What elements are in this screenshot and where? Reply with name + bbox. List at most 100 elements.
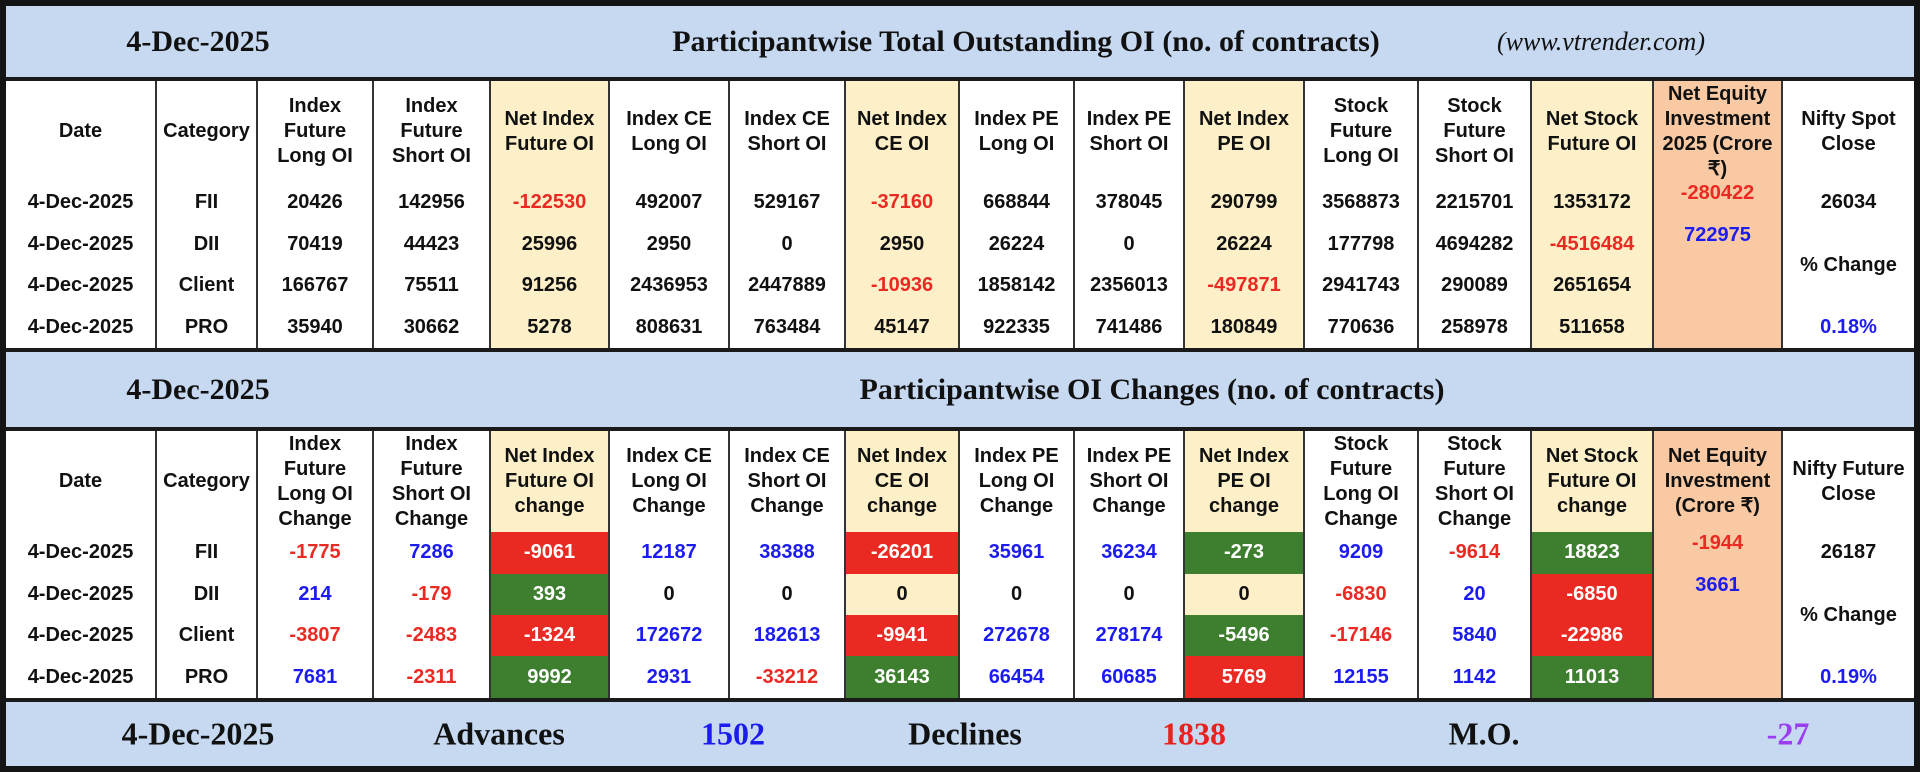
date: 4-Dec-2025 xyxy=(126,372,270,406)
value-cell: -5496 xyxy=(1183,615,1304,657)
title: Participantwise Total Outstanding OI (no… xyxy=(672,24,1380,58)
value-cell: 177798 xyxy=(1303,223,1418,266)
value-cell: 3568873 xyxy=(1303,182,1418,224)
value-cell: -6850 xyxy=(1530,573,1653,616)
value-cell: 378045 xyxy=(1073,182,1184,224)
value-cell: 91256 xyxy=(489,265,609,307)
value-cell: 214 xyxy=(256,573,373,616)
header-cell: Index PE Short OI xyxy=(1073,81,1184,183)
header-cell: Net Equity Investment 2025 (Crore ₹) xyxy=(1652,81,1782,183)
header-row: Date Category Index Future Long OI Change I… xyxy=(6,431,1914,533)
value-cell: -122530 xyxy=(489,182,609,224)
value-cell: -273 xyxy=(1183,532,1304,574)
value-cell: 70419 xyxy=(256,223,373,266)
value-cell: 0 xyxy=(1183,573,1304,616)
value-cell: 492007 xyxy=(608,182,729,224)
value-cell: 36143 xyxy=(844,656,959,698)
value-cell: -26201 xyxy=(844,532,959,574)
value-cell: 290089 xyxy=(1417,265,1531,307)
label-cell: PRO xyxy=(155,306,257,348)
label-cell: 4-Dec-2025 xyxy=(27,582,134,605)
advances: 1502 xyxy=(701,715,765,752)
data-row: 4-Dec-2025 DII 70419 44423 25996 2950 0 2950 262… xyxy=(6,223,1914,307)
header-cell: Index CE Short OI xyxy=(728,81,845,183)
nifty-change: 0.18% xyxy=(1781,306,1914,348)
value-cell: -6830 xyxy=(1303,573,1418,616)
label-cell: 4-Dec-2025 xyxy=(27,191,134,214)
footer: 4-Dec-2025 Advances 1502 Declines 1838 M… xyxy=(6,702,1914,766)
title-band: 4-Dec-2025 Participantwise Total Outstan… xyxy=(6,6,1914,77)
value-cell: 35940 xyxy=(256,306,373,348)
value-cell: 26224 xyxy=(958,223,1074,266)
value-cell: 2931 xyxy=(608,656,729,698)
value-cell: 278174 xyxy=(1073,615,1184,657)
label-cell: 4-Dec-2025 xyxy=(27,232,134,255)
value-cell: 290799 xyxy=(1183,182,1304,224)
value-cell: 1142 xyxy=(1417,656,1531,698)
date: 4-Dec-2025 xyxy=(121,715,275,752)
value-cell: 2950 xyxy=(844,223,959,266)
net-equity: -1944 xyxy=(1652,532,1782,574)
header-cell: Index Future Short OI Change xyxy=(372,431,490,533)
value-cell: 2941743 xyxy=(1303,265,1418,307)
data-row: 4-Dec-2025 Client -3807 -2483 -1324 172672 182… xyxy=(6,615,1914,698)
value-cell: 36234 xyxy=(1073,532,1184,574)
header-cell: Stock Future Short OI xyxy=(1417,81,1531,183)
value-cell: 2447889 xyxy=(728,265,845,307)
data-row: 4-Dec-2025 FII 20426 142956 -122530 492007 529… xyxy=(6,182,1914,224)
header-cell: Index PE Long OI xyxy=(958,81,1074,183)
header-row: Date Category Index Future Long OI Index Fu… xyxy=(6,81,1914,183)
label-cell: DII xyxy=(155,573,257,616)
value-cell: -2311 xyxy=(372,656,490,698)
net-equity-empty xyxy=(1652,265,1782,348)
value-cell: 0 xyxy=(1073,223,1184,266)
oi-table: Date Category Index Future Long OI Index Fu… xyxy=(6,81,1914,348)
header-cell: Net Stock Future OI change xyxy=(1530,431,1653,533)
data-row: 4-Dec-2025 FII -1775 7286 -9061 12187 38388 -26… xyxy=(6,532,1914,574)
header-cell: Stock Future Short OI Change xyxy=(1417,431,1531,533)
header-cell: Index PE Long OI Change xyxy=(958,431,1074,533)
header-cell: Nifty Spot Close xyxy=(1781,81,1914,183)
value-cell: 25996 xyxy=(489,223,609,266)
value-cell: -497871 xyxy=(1183,265,1304,307)
label: Declines xyxy=(908,715,1022,752)
value-cell: 66454 xyxy=(958,656,1074,698)
value-cell: 770636 xyxy=(1303,306,1418,348)
value-cell: 18823 xyxy=(1530,532,1653,574)
value-cell: -17146 xyxy=(1303,615,1418,657)
header-cell: Net Stock Future OI xyxy=(1530,81,1653,183)
value-cell: 7286 xyxy=(372,532,490,574)
value-cell: 2950 xyxy=(608,223,729,266)
declines: 1838 xyxy=(1162,715,1226,752)
value-cell: -9061 xyxy=(489,532,609,574)
net-equity: 3661 xyxy=(1652,573,1782,616)
separator xyxy=(6,348,1914,352)
value-cell: 808631 xyxy=(608,306,729,348)
source: (www.vtrender.com) xyxy=(1497,26,1705,56)
value-cell: 5278 xyxy=(489,306,609,348)
value-cell: 0 xyxy=(728,223,845,266)
label-cell: Client xyxy=(155,265,257,307)
header-cell: Index CE Short OI Change xyxy=(728,431,845,533)
value-cell: 12187 xyxy=(608,532,729,574)
separator xyxy=(6,698,1914,702)
header-cell: Net Index PE OI change xyxy=(1183,431,1304,533)
value-cell: 922335 xyxy=(958,306,1074,348)
value-cell: 0 xyxy=(1073,573,1184,616)
data-row: 4-Dec-2025 PRO 35940 30662 5278 808631 763484 4… xyxy=(6,306,1914,348)
header-cell: Index PE Short OI Change xyxy=(1073,431,1184,533)
value-cell: 12155 xyxy=(1303,656,1418,698)
header-cell: Stock Future Long OI Change xyxy=(1303,431,1418,533)
change-label: % Change xyxy=(1781,223,1914,307)
date: 4-Dec-2025 xyxy=(126,24,270,58)
label-cell: 4-Dec-2025 xyxy=(27,541,134,564)
value-cell: 35961 xyxy=(958,532,1074,574)
header-cell: Category xyxy=(155,431,257,533)
value-cell: 258978 xyxy=(1417,306,1531,348)
oi-change-table: Date Category Index Future Long OI Change I… xyxy=(6,431,1914,698)
value-cell: 741486 xyxy=(1073,306,1184,348)
value-cell: 75511 xyxy=(372,265,490,307)
value-cell: -4516484 xyxy=(1530,223,1653,266)
header-cell: Date xyxy=(58,120,103,143)
